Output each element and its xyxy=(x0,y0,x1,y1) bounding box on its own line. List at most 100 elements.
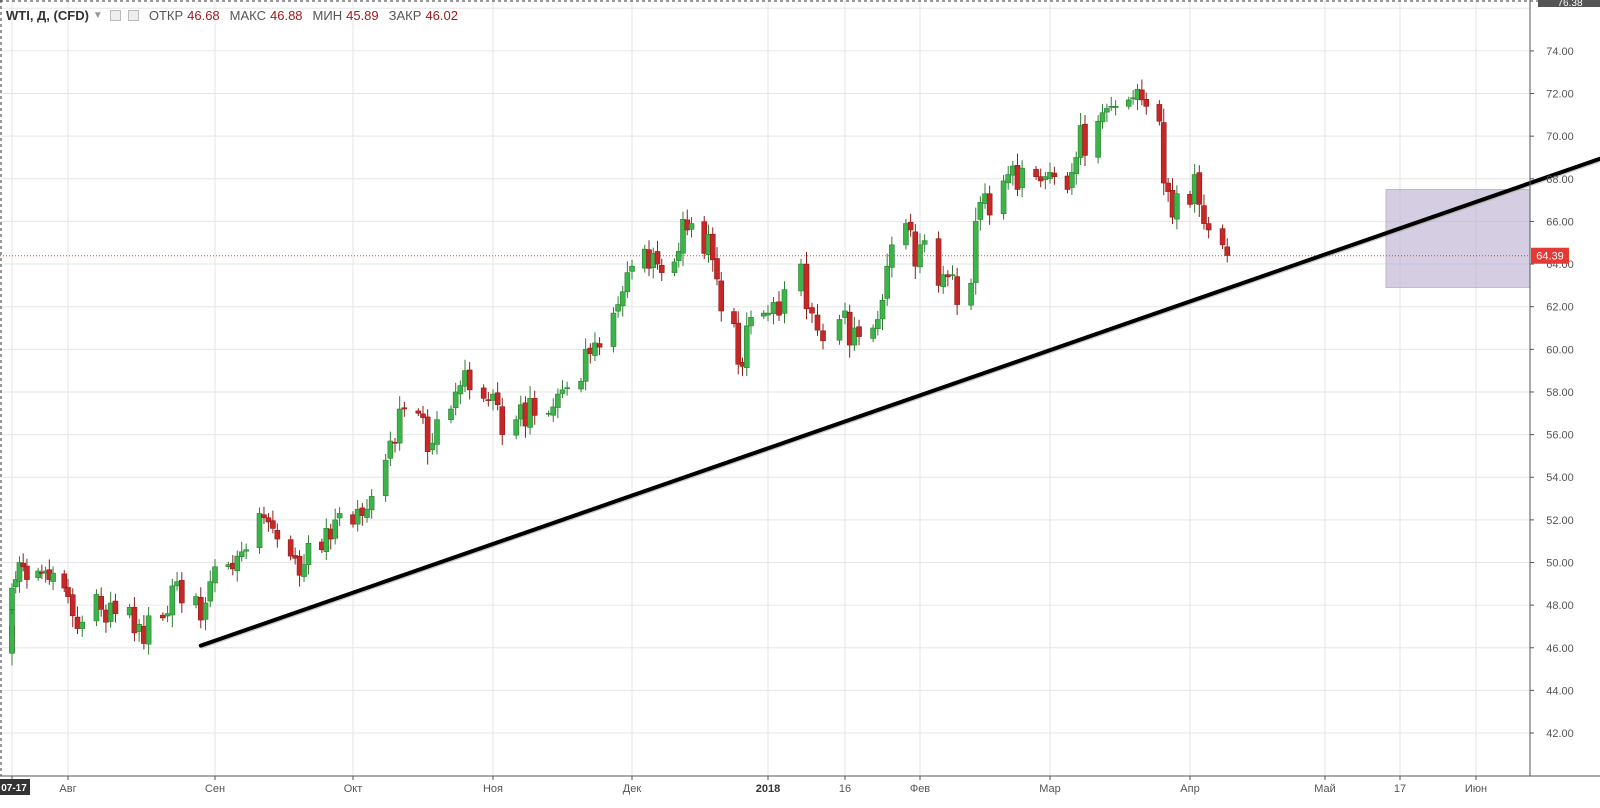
candle xyxy=(164,605,171,623)
candle xyxy=(1156,100,1163,126)
candle xyxy=(202,597,209,631)
candle-body xyxy=(945,274,951,278)
close-icon[interactable] xyxy=(127,10,139,21)
support-zone[interactable] xyxy=(1385,189,1531,288)
candle xyxy=(480,384,487,402)
candle-body xyxy=(61,573,68,589)
candle xyxy=(798,258,804,297)
candle xyxy=(1139,79,1145,106)
zone-rect[interactable] xyxy=(1385,189,1531,288)
candle-body xyxy=(1099,112,1106,123)
candle xyxy=(714,247,720,286)
candle-body xyxy=(1205,223,1212,231)
candle-body xyxy=(879,299,886,320)
candle-body xyxy=(126,606,133,616)
candle xyxy=(968,278,974,310)
candle-body xyxy=(234,555,241,572)
top-price-text: 76.38 xyxy=(1557,0,1582,9)
candle xyxy=(596,337,603,356)
open-value: 46.68 xyxy=(187,8,220,23)
candle xyxy=(141,615,147,650)
candle-body xyxy=(907,221,914,231)
candle xyxy=(434,411,440,455)
candle xyxy=(587,343,594,364)
candle xyxy=(1191,163,1198,213)
candle-body xyxy=(336,513,343,519)
candle-body xyxy=(559,389,566,394)
candle xyxy=(197,587,204,629)
candle xyxy=(20,553,27,572)
y-tick-label: 42.00 xyxy=(1546,728,1574,740)
candle-body xyxy=(671,261,678,273)
candle-body xyxy=(174,581,180,587)
candle xyxy=(986,185,993,225)
candle xyxy=(1014,153,1021,197)
candle-body xyxy=(93,594,100,622)
candle-body xyxy=(709,233,716,261)
candle-body xyxy=(1010,165,1016,176)
trendline-line[interactable] xyxy=(198,148,1600,648)
candle-body xyxy=(448,408,454,420)
candle xyxy=(615,296,621,318)
candle-body xyxy=(935,238,942,286)
candle-body xyxy=(305,543,312,565)
candle xyxy=(256,507,263,554)
candle-body xyxy=(160,614,166,619)
candle-body xyxy=(1033,169,1039,177)
candle xyxy=(1160,108,1167,196)
candle xyxy=(1073,151,1080,185)
candle xyxy=(243,543,249,560)
chevron-down-icon[interactable]: ▼ xyxy=(92,10,103,21)
candle xyxy=(1000,175,1007,220)
candle-body xyxy=(765,312,771,316)
candle xyxy=(301,554,307,583)
candle xyxy=(79,615,86,637)
candle xyxy=(350,511,356,528)
candle-body xyxy=(9,587,15,610)
candle-body xyxy=(1095,120,1101,158)
candle-body xyxy=(814,314,821,331)
trendline[interactable] xyxy=(198,148,1600,650)
candle-body xyxy=(490,393,496,401)
candle-body xyxy=(1201,205,1207,224)
candle xyxy=(735,311,742,375)
instrument-symbol[interactable]: WTI, Д, (CFD) xyxy=(6,8,89,23)
candle-body xyxy=(615,304,621,312)
candle-body xyxy=(145,615,152,645)
candle xyxy=(35,567,41,581)
low-value: 45.89 xyxy=(346,8,379,23)
candle-body xyxy=(1082,123,1088,156)
candle xyxy=(12,571,19,594)
y-tick-label: 54.00 xyxy=(1546,472,1574,484)
candle-body xyxy=(261,514,267,519)
candle xyxy=(743,312,750,377)
candle-body xyxy=(354,508,361,525)
candle xyxy=(1069,163,1075,196)
candle-body xyxy=(820,330,826,342)
candle-body xyxy=(527,398,533,428)
settings-icon[interactable] xyxy=(109,10,121,21)
candle-body xyxy=(842,310,848,318)
candle xyxy=(851,316,858,352)
candle xyxy=(429,433,436,455)
candle xyxy=(940,265,947,294)
candle-body xyxy=(193,596,199,606)
x-tick-label: 16 xyxy=(839,783,851,795)
candle xyxy=(907,213,914,237)
candle xyxy=(368,489,375,519)
candle-body xyxy=(846,311,853,346)
candle-body xyxy=(212,566,218,584)
candle xyxy=(718,271,725,322)
candle-body xyxy=(977,201,984,220)
candle-body xyxy=(20,562,27,568)
candle-body xyxy=(675,250,682,261)
candle xyxy=(287,535,294,561)
candle xyxy=(610,307,617,353)
candle xyxy=(935,231,942,293)
candle-body xyxy=(912,231,919,267)
candle xyxy=(917,233,923,274)
candle xyxy=(836,314,843,345)
candle xyxy=(564,381,570,396)
